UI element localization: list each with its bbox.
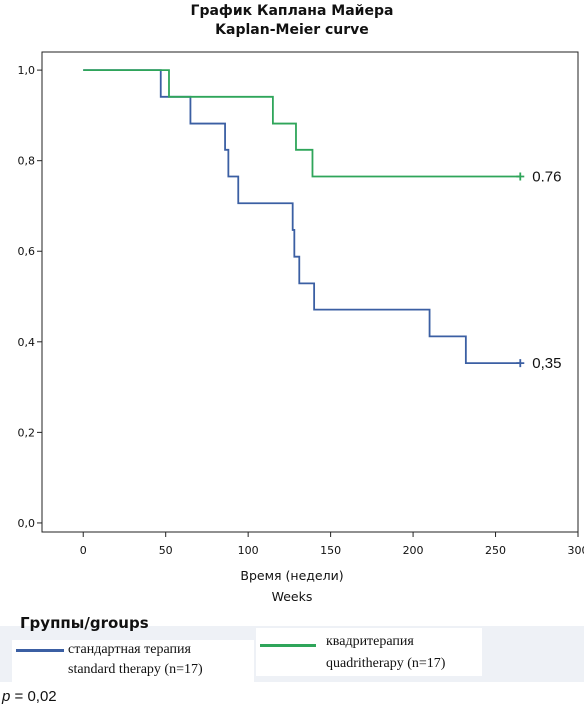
x-tick-label: 0 — [80, 544, 87, 557]
legend-label-quad-ru: квадритерапия — [326, 634, 414, 649]
end-value-label-2: 0.76 — [532, 169, 561, 186]
series-line-2 — [83, 69, 521, 178]
p-value-text: = 0,02 — [10, 688, 57, 705]
legend-label-quad-en: quadritherapy (n=17) — [326, 656, 446, 671]
end-value-label-1: 0,35 — [532, 355, 561, 372]
legend-item-quad: квадритерапия quadritherapy (n=17) — [256, 628, 482, 676]
x-tick-label: 300 — [568, 544, 584, 557]
legend-swatch-standard — [16, 649, 64, 652]
legend-title: Группы/groups — [20, 614, 149, 632]
y-tick-label: 0,4 — [18, 336, 36, 349]
chart-title-block: График Каплана Майера Kaplan-Meier curve — [0, 2, 584, 40]
p-value-symbol: p — [2, 688, 11, 705]
x-tick-label: 200 — [403, 544, 424, 557]
chart-subtitle: Kaplan-Meier curve — [215, 22, 369, 38]
p-value: p = 0,02 — [2, 688, 57, 705]
legend-label-standard-ru: стандартная терапия — [68, 642, 191, 657]
series-line-1 — [83, 69, 521, 364]
x-tick-label: 150 — [320, 544, 341, 557]
x-tick-label: 250 — [485, 544, 506, 557]
y-tick-label: 0,2 — [18, 426, 36, 439]
y-tick-label: 1,0 — [18, 64, 36, 77]
y-tick-label: 0,0 — [18, 517, 36, 530]
legend-swatch-quad — [260, 644, 316, 647]
chart-series: 0,35 0.76 — [83, 69, 561, 372]
y-tick-label: 0,6 — [18, 245, 36, 258]
legend-item-standard: стандартная терапия standard therapy (n=… — [12, 640, 254, 682]
censor-mark-1 — [516, 359, 525, 368]
censor-mark-2 — [516, 172, 525, 181]
x-tick-label: 100 — [238, 544, 259, 557]
chart-title: График Каплана Майера — [190, 3, 394, 19]
legend-label-standard-en: standard therapy (n=17) — [68, 662, 203, 677]
x-axis-label-en: Weeks — [272, 589, 313, 604]
x-tick-label: 50 — [159, 544, 173, 557]
plot-frame — [41, 51, 579, 533]
chart-axes: 0,0 0,2 0,4 0,6 0,8 1,0 0 50 100 150 200 250 300 — [18, 51, 584, 557]
x-axis-label: Время (недели) — [240, 568, 343, 583]
y-tick-label: 0,8 — [18, 155, 36, 168]
